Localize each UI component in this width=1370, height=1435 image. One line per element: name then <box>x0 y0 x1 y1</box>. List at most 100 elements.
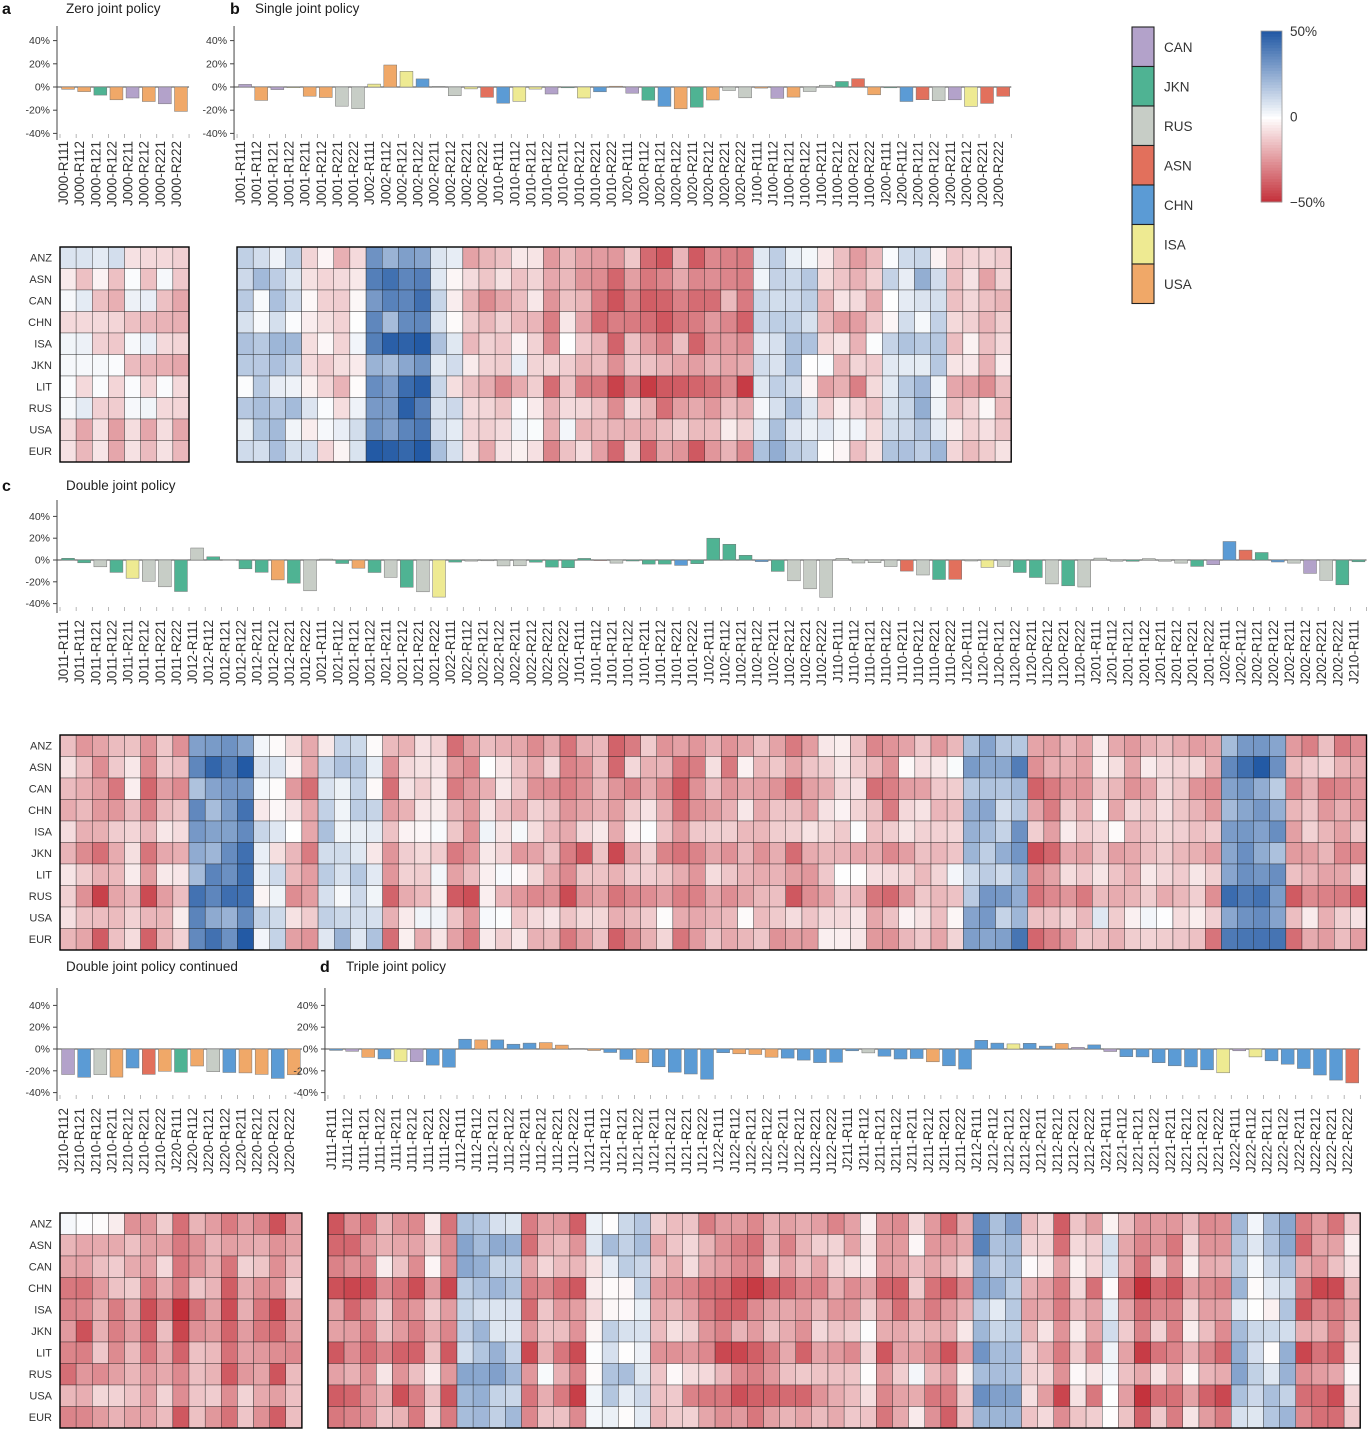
svg-text:J111-R212: J111-R212 <box>405 1108 420 1172</box>
svg-text:0%: 0% <box>35 82 50 94</box>
svg-text:-40%: -40% <box>203 128 228 140</box>
svg-text:J002-R121: J002-R121 <box>394 141 409 207</box>
svg-text:20%: 20% <box>29 533 50 545</box>
svg-text:J022-R121: J022-R121 <box>475 620 490 686</box>
svg-text:Triple joint policy: Triple joint policy <box>346 959 446 974</box>
svg-text:LIT: LIT <box>36 1348 52 1360</box>
svg-text:CAN: CAN <box>29 1262 52 1274</box>
svg-text:J101-R221: J101-R221 <box>669 620 684 686</box>
svg-text:Double joint policy continued: Double joint policy continued <box>66 959 238 974</box>
svg-text:J002-R212: J002-R212 <box>443 141 458 207</box>
svg-text:Double joint policy: Double joint policy <box>66 478 176 493</box>
svg-text:J020-R122: J020-R122 <box>669 141 684 207</box>
svg-text:J102-R111: J102-R111 <box>701 620 716 684</box>
svg-text:0: 0 <box>1290 110 1298 125</box>
svg-text:-40%: -40% <box>293 1087 318 1099</box>
svg-text:a: a <box>2 1 11 18</box>
svg-text:J010-R111: J010-R111 <box>491 141 506 205</box>
svg-text:J101-R212: J101-R212 <box>653 620 668 686</box>
svg-text:CHN: CHN <box>28 317 52 329</box>
svg-text:J012-R211: J012-R211 <box>250 620 265 685</box>
svg-text:-40%: -40% <box>25 128 50 140</box>
svg-text:J212-R212: J212-R212 <box>1050 1108 1065 1174</box>
svg-text:J012-R222: J012-R222 <box>298 620 313 686</box>
svg-text:J102-R221: J102-R221 <box>798 620 813 686</box>
svg-text:J210-R111: J210-R111 <box>1346 620 1361 684</box>
svg-text:J211-R222: J211-R222 <box>953 1108 968 1173</box>
svg-text:J001-R222: J001-R222 <box>346 141 361 207</box>
svg-text:J002-R211: J002-R211 <box>427 141 442 206</box>
svg-text:CHN: CHN <box>28 1283 52 1295</box>
svg-text:J122-R211: J122-R211 <box>776 1108 791 1173</box>
svg-text:c: c <box>2 478 11 495</box>
svg-text:J200-R211: J200-R211 <box>943 141 958 206</box>
svg-text:J012-R122: J012-R122 <box>233 620 248 686</box>
svg-text:J102-R222: J102-R222 <box>814 620 829 686</box>
svg-text:J122-R221: J122-R221 <box>808 1108 823 1174</box>
svg-text:J210-R221: J210-R221 <box>137 1108 152 1174</box>
svg-text:J111-R221: J111-R221 <box>421 1108 436 1172</box>
svg-text:J202-R222: J202-R222 <box>1330 620 1345 686</box>
svg-text:J000-R212: J000-R212 <box>137 141 152 207</box>
svg-text:J211-R211: J211-R211 <box>905 1108 920 1172</box>
svg-text:J120-R221: J120-R221 <box>1056 620 1071 686</box>
svg-text:USA: USA <box>1164 277 1192 292</box>
svg-text:J021-R122: J021-R122 <box>363 620 378 686</box>
svg-text:USA: USA <box>29 425 52 437</box>
svg-text:J111-R111: J111-R111 <box>324 1108 339 1170</box>
svg-text:J001-R112: J001-R112 <box>249 141 264 206</box>
svg-text:J120-R222: J120-R222 <box>1072 620 1087 686</box>
svg-text:J211-R122: J211-R122 <box>889 1108 904 1173</box>
svg-text:J122-R222: J122-R222 <box>824 1108 839 1174</box>
svg-text:-20%: -20% <box>25 1065 50 1077</box>
svg-text:J111-R121: J111-R121 <box>356 1108 371 1172</box>
svg-text:J022-R111: J022-R111 <box>443 620 458 684</box>
svg-text:J020-R112: J020-R112 <box>636 141 651 206</box>
svg-text:J011-R212: J011-R212 <box>137 620 152 685</box>
svg-text:J122-R111: J122-R111 <box>711 1108 726 1172</box>
svg-text:J220-R212: J220-R212 <box>250 1108 265 1174</box>
svg-text:ISA: ISA <box>34 339 52 351</box>
svg-text:J010-R112: J010-R112 <box>507 141 522 206</box>
svg-text:J011-R221: J011-R221 <box>153 620 168 685</box>
svg-text:50%: 50% <box>1290 24 1317 39</box>
svg-text:J102-R212: J102-R212 <box>782 620 797 686</box>
svg-text:J201-R221: J201-R221 <box>1185 620 1200 686</box>
svg-text:J011-R211: J011-R211 <box>121 620 136 684</box>
svg-text:0%: 0% <box>35 555 50 567</box>
svg-text:J102-R122: J102-R122 <box>750 620 765 686</box>
svg-text:J012-R221: J012-R221 <box>282 620 297 686</box>
svg-text:J021-R121: J021-R121 <box>346 620 361 686</box>
svg-text:J110-R121: J110-R121 <box>863 620 878 685</box>
svg-text:b: b <box>230 1 240 18</box>
svg-text:J100-R112: J100-R112 <box>765 141 780 206</box>
svg-text:J002-R112: J002-R112 <box>378 141 393 206</box>
svg-text:J002-R222: J002-R222 <box>475 141 490 207</box>
svg-text:40%: 40% <box>297 1000 318 1012</box>
svg-text:J022-R221: J022-R221 <box>540 620 555 686</box>
svg-text:J110-R112: J110-R112 <box>846 620 861 684</box>
svg-text:J100-R222: J100-R222 <box>862 141 877 207</box>
svg-text:J110-R221: J110-R221 <box>927 620 942 685</box>
svg-text:J111-R122: J111-R122 <box>372 1108 387 1172</box>
svg-text:J001-R121: J001-R121 <box>265 141 280 207</box>
svg-text:J220-R221: J220-R221 <box>266 1108 281 1174</box>
svg-text:J100-R121: J100-R121 <box>782 141 797 207</box>
svg-text:20%: 20% <box>206 58 227 70</box>
svg-text:J221-R122: J221-R122 <box>1147 1108 1162 1174</box>
svg-text:J101-R211: J101-R211 <box>637 620 652 685</box>
svg-text:J022-R211: J022-R211 <box>508 620 523 685</box>
svg-text:J202-R112: J202-R112 <box>1234 620 1249 685</box>
svg-text:J200-R111: J200-R111 <box>878 141 893 205</box>
svg-text:J222-R112: J222-R112 <box>1243 1108 1258 1173</box>
svg-text:J021-R211: J021-R211 <box>379 620 394 685</box>
svg-text:J110-R111: J110-R111 <box>830 620 845 683</box>
svg-text:ISA: ISA <box>34 1305 52 1317</box>
svg-text:J100-R111: J100-R111 <box>749 141 764 205</box>
svg-text:J210-R112: J210-R112 <box>56 1108 71 1173</box>
svg-text:J222-R222: J222-R222 <box>1340 1108 1355 1174</box>
svg-text:J000-R211: J000-R211 <box>121 141 136 206</box>
svg-text:J101-R121: J101-R121 <box>604 620 619 686</box>
svg-text:J112-R221: J112-R221 <box>550 1108 565 1173</box>
svg-text:J100-R212: J100-R212 <box>830 141 845 207</box>
